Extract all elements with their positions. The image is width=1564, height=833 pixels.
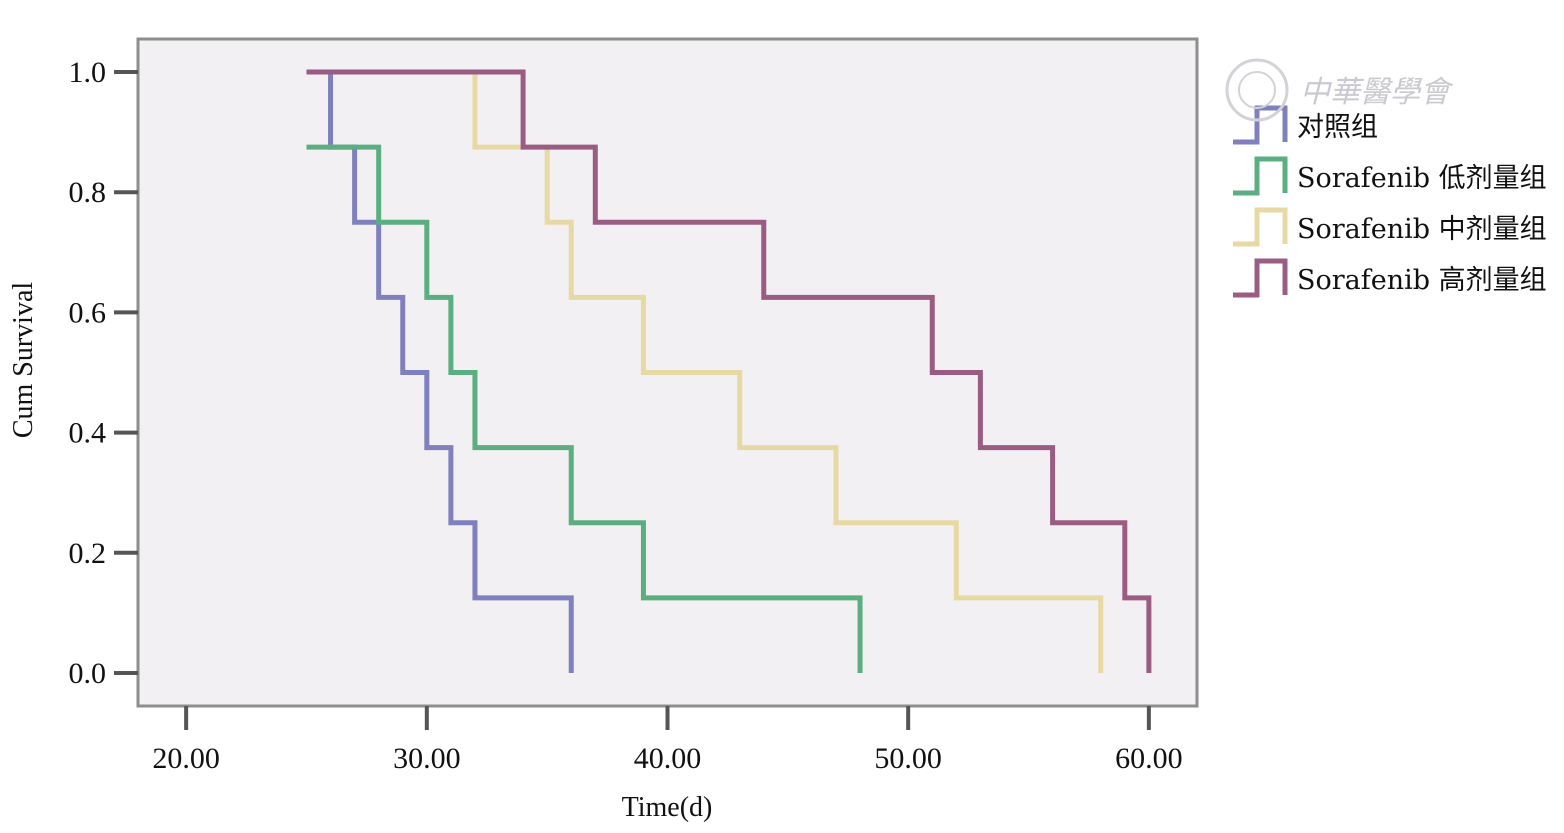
watermark-seal-inner: [1238, 71, 1276, 109]
legend-label-0: 对照组: [1297, 112, 1378, 143]
watermark-text: 中華醫學會: [1300, 75, 1454, 110]
legend-swatch-2: [1233, 207, 1288, 247]
survival-line-1: [306, 144, 863, 673]
y-tick-label: 0.0: [69, 657, 107, 690]
x-tick-label: 20.00: [152, 742, 220, 775]
y-tick-label: 0.4: [69, 417, 107, 450]
x-tick-label: 40.00: [634, 742, 702, 775]
x-axis-title: Time(d): [622, 792, 713, 823]
y-tick-label: 1.0: [69, 56, 107, 89]
survival-line-2: [472, 72, 1104, 673]
series-layer: [306, 69, 1152, 673]
x-tick-label: 50.00: [874, 742, 942, 775]
legend-label-1: Sorafenib 低剂量组: [1297, 163, 1547, 194]
watermark: 中華醫學會: [1225, 58, 1454, 122]
x-axis: 20.00 30.00 40.00 50.00 60.00: [152, 706, 1183, 775]
y-tick-label: 0.2: [69, 537, 107, 570]
legend-swatch-1: [1233, 156, 1288, 196]
y-axis: 0.0 0.2 0.4 0.6 0.8 1.0: [69, 56, 138, 690]
survival-line-3: [306, 69, 1152, 673]
legend-swatch-3: [1233, 258, 1288, 298]
x-tick-label: 60.00: [1115, 742, 1183, 775]
legend-label-3: Sorafenib 高剂量组: [1297, 265, 1547, 296]
y-tick-label: 0.6: [69, 296, 107, 329]
watermark-seal-icon: [1225, 58, 1289, 122]
y-axis-title: Cum Survival: [8, 282, 39, 439]
legend-label-2: Sorafenib 中剂量组: [1297, 214, 1547, 245]
legend: 对照组 Sorafenib 低剂量组 Sorafenib 中剂量组 Sorafenib…: [1233, 105, 1547, 298]
y-tick-label: 0.8: [69, 176, 107, 209]
x-tick-label: 30.00: [393, 742, 461, 775]
